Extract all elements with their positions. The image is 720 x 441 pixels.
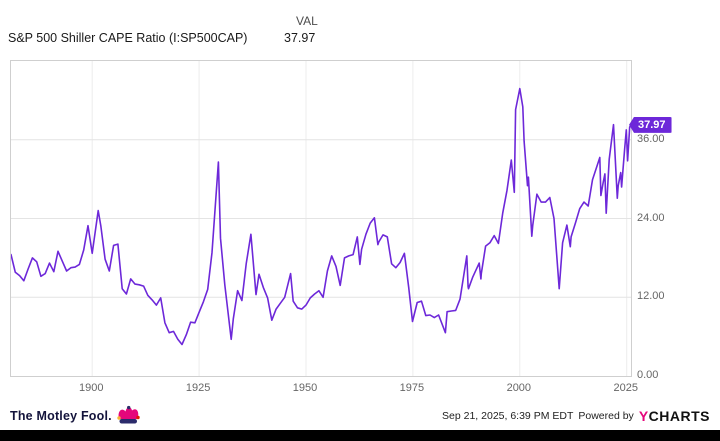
cape-ratio-line-chart	[11, 61, 631, 376]
ycharts-logo-text: CHARTS	[648, 408, 710, 424]
chart-attribution: Sep 21, 2025, 6:39 PM EDT Powered by Y C…	[442, 408, 710, 424]
motley-fool-wordmark: The Motley Fool.	[10, 409, 112, 423]
last-value-badge: 37.97	[629, 116, 672, 133]
motley-fool-hat-icon	[117, 405, 140, 424]
x-axis-label: 1975	[399, 382, 425, 394]
footer: The Motley Fool. Sep 21, 2025, 6:39 PM E…	[0, 405, 720, 427]
x-axis-label: 2000	[506, 382, 532, 394]
timestamp: Sep 21, 2025, 6:39 PM EDT	[442, 410, 574, 422]
plot-area	[10, 60, 632, 377]
x-axis-label: 1900	[78, 382, 104, 394]
x-axis-label: 2025	[613, 382, 638, 394]
ycharts-logo[interactable]: Y CHARTS	[639, 408, 710, 424]
x-axis-label: 1950	[292, 382, 318, 394]
current-value: 37.97	[284, 31, 316, 45]
powered-by-label: Powered by	[578, 410, 634, 422]
motley-fool-logo[interactable]: The Motley Fool.	[10, 405, 141, 427]
chart-title: S&P 500 Shiller CAPE Ratio (I:SP500CAP)	[8, 31, 248, 45]
y-axis-label: 0.00	[637, 369, 659, 381]
x-axis-label: 1925	[185, 382, 211, 394]
y-axis-label: 36.00	[637, 132, 665, 145]
y-axis-label: 12.00	[637, 290, 665, 303]
value-column-header: VAL	[296, 14, 318, 28]
ycharts-logo-y: Y	[638, 408, 649, 424]
y-axis-label: 24.00	[637, 211, 665, 224]
bottom-black-bar	[0, 430, 720, 441]
